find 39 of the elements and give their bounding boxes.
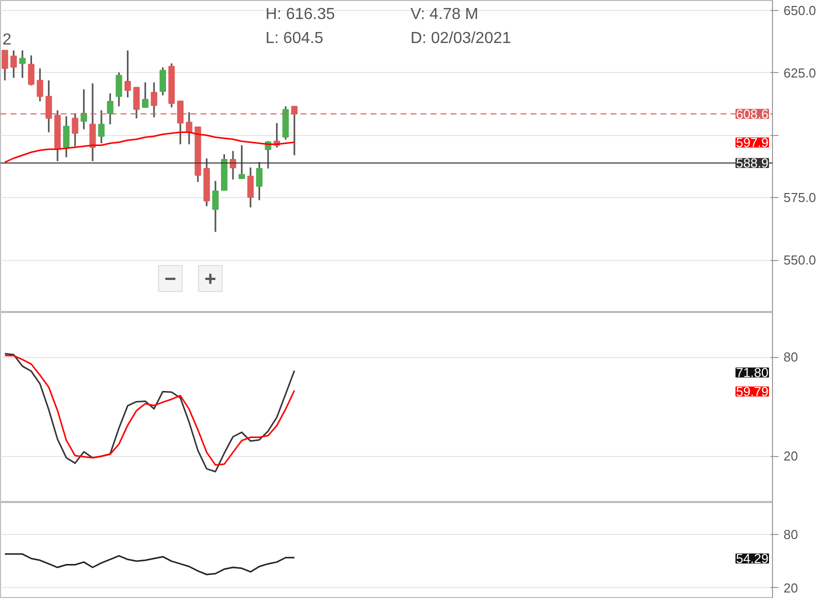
candlestick: [142, 82, 148, 108]
candlestick: [256, 161, 263, 201]
y-tick-label: 625.0: [784, 65, 816, 80]
y-tick-label: 650.0: [784, 2, 816, 18]
candlestick: [28, 54, 34, 86]
annotation: H: 616.35: [266, 6, 335, 23]
y-tick-label: 550.0: [784, 252, 816, 268]
candlestick: [10, 50, 17, 79]
candlestick: [124, 50, 131, 98]
candlestick: [247, 166, 254, 208]
candlestick: [212, 180, 219, 233]
annotation: 54.29: [736, 551, 769, 566]
ref-line-label: 608.6: [736, 106, 769, 122]
candlestick: [106, 92, 114, 126]
annotation: −: [164, 268, 176, 290]
annotation: 71.80: [736, 365, 769, 380]
candlestick: [80, 88, 88, 130]
line-series: [4, 553, 296, 576]
annotation: 597.9: [736, 135, 769, 150]
candlestick: [238, 144, 245, 180]
y-tick-label: 20: [784, 580, 798, 596]
candlestick: [63, 116, 70, 158]
y-tick-label: 80: [784, 527, 798, 542]
annotation: D: 02/03/2021: [410, 30, 512, 47]
candlestick: [160, 66, 166, 96]
annotation: +: [204, 268, 216, 290]
candlestick: [98, 110, 105, 144]
annotation: V: 4.78 M: [410, 6, 478, 23]
candlestick: [19, 50, 26, 79]
annotation: 59.79: [736, 384, 769, 399]
candlestick: [2, 50, 8, 82]
annotation: L: 604.5: [266, 30, 324, 47]
y-tick-label: 80: [784, 350, 798, 365]
annotation: 2: [2, 32, 12, 48]
candlestick: [116, 72, 122, 108]
y-tick-label: 575.0: [784, 190, 816, 206]
y-tick-label: 20: [784, 448, 798, 464]
ref-line-label: 588.9: [736, 155, 769, 170]
candlestick: [36, 68, 44, 102]
